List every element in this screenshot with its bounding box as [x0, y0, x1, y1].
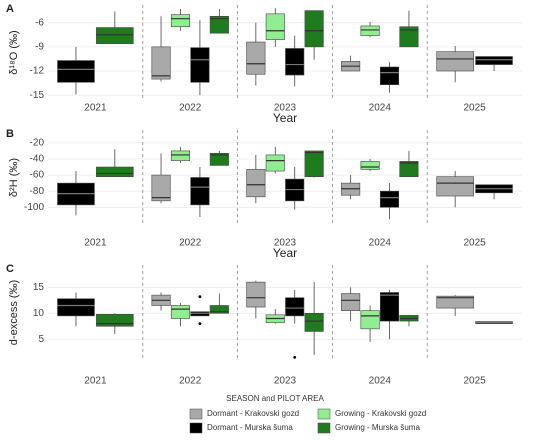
y-axis-label: δ¹⁸O (‰): [8, 30, 20, 74]
box: [265, 13, 285, 40]
box: [360, 310, 380, 330]
box: [190, 47, 210, 83]
box: [341, 293, 361, 311]
box: [304, 150, 324, 177]
y-tick-label: -20: [30, 138, 45, 149]
box: [399, 161, 419, 177]
box: [265, 154, 285, 172]
x-axis-label: Year: [273, 246, 297, 260]
outlier: [198, 295, 202, 299]
panel-label: C: [6, 263, 14, 275]
box: [436, 176, 474, 197]
x-tick-label: 2021: [84, 376, 107, 387]
y-tick-label: -9: [35, 42, 44, 53]
box: [379, 190, 400, 208]
y-tick-label: -80: [30, 186, 45, 197]
y-tick-label: 10: [33, 308, 45, 319]
box: [246, 281, 266, 308]
legend-key: [317, 422, 331, 434]
box: [170, 150, 191, 161]
panel-label: B: [6, 128, 14, 140]
box: [190, 177, 210, 206]
box: [436, 295, 474, 309]
x-tick-label: 2022: [179, 376, 202, 387]
y-tick-label: -12: [30, 66, 45, 77]
y-tick-label: -15: [30, 90, 45, 101]
y-tick-label: -60: [30, 170, 45, 181]
x-tick-label: 2024: [369, 238, 392, 249]
box: [151, 46, 171, 80]
legend-key: [189, 408, 203, 420]
box: [246, 41, 266, 75]
box: [96, 314, 134, 327]
y-tick-label: 5: [38, 334, 44, 345]
x-tick-label: 2023: [274, 103, 297, 114]
panel-label: A: [6, 3, 14, 15]
box: [246, 169, 266, 198]
box: [360, 25, 380, 36]
x-tick-label: 2023: [274, 376, 297, 387]
box: [379, 292, 400, 322]
box: [436, 51, 474, 72]
legend-label: Dormant - Murska šuma: [207, 423, 293, 432]
y-axis-label: d-excess (‰): [8, 280, 20, 345]
box: [379, 66, 400, 86]
x-tick-label: 2025: [463, 376, 486, 387]
legend-label: Dormant - Krakovski gozd: [207, 409, 299, 418]
box: [399, 26, 419, 48]
box: [285, 297, 305, 317]
x-tick-label: 2024: [369, 376, 392, 387]
box: [209, 153, 229, 166]
box: [304, 312, 324, 332]
x-tick-label: 2022: [179, 103, 202, 114]
box: [96, 27, 134, 44]
box: [209, 305, 229, 314]
box: [304, 10, 324, 48]
y-tick-label: -40: [30, 154, 45, 165]
box: [151, 174, 171, 202]
legend-label: Growing - Krakovski gozd: [335, 409, 426, 418]
x-tick-label: 2021: [84, 103, 107, 114]
box: [170, 14, 191, 28]
outlier: [198, 322, 202, 326]
box: [170, 305, 191, 319]
legend-key: [317, 408, 331, 420]
x-tick-label: 2025: [463, 238, 486, 249]
y-tick-label: -6: [35, 17, 44, 28]
legend-key: [189, 422, 203, 434]
y-tick-label: -100: [24, 202, 44, 213]
legend-label: Growing - Murska šuma: [335, 423, 420, 432]
x-tick-label: 2024: [369, 103, 392, 114]
outlier: [293, 356, 297, 359]
box: [209, 15, 229, 34]
box: [475, 56, 513, 65]
x-tick-label: 2022: [179, 238, 202, 249]
box: [57, 298, 95, 317]
y-tick-label: 15: [33, 282, 45, 293]
x-axis-label: Year: [273, 111, 297, 125]
box: [285, 48, 305, 76]
box: [57, 60, 95, 83]
box: [360, 161, 380, 170]
y-axis-label: δ²H (‰): [8, 158, 20, 197]
legend-title: SEASON and PILOT AREA: [226, 394, 324, 403]
x-tick-label: 2023: [274, 238, 297, 249]
x-tick-label: 2025: [463, 103, 486, 114]
x-tick-label: 2021: [84, 238, 107, 249]
box: [96, 166, 134, 177]
